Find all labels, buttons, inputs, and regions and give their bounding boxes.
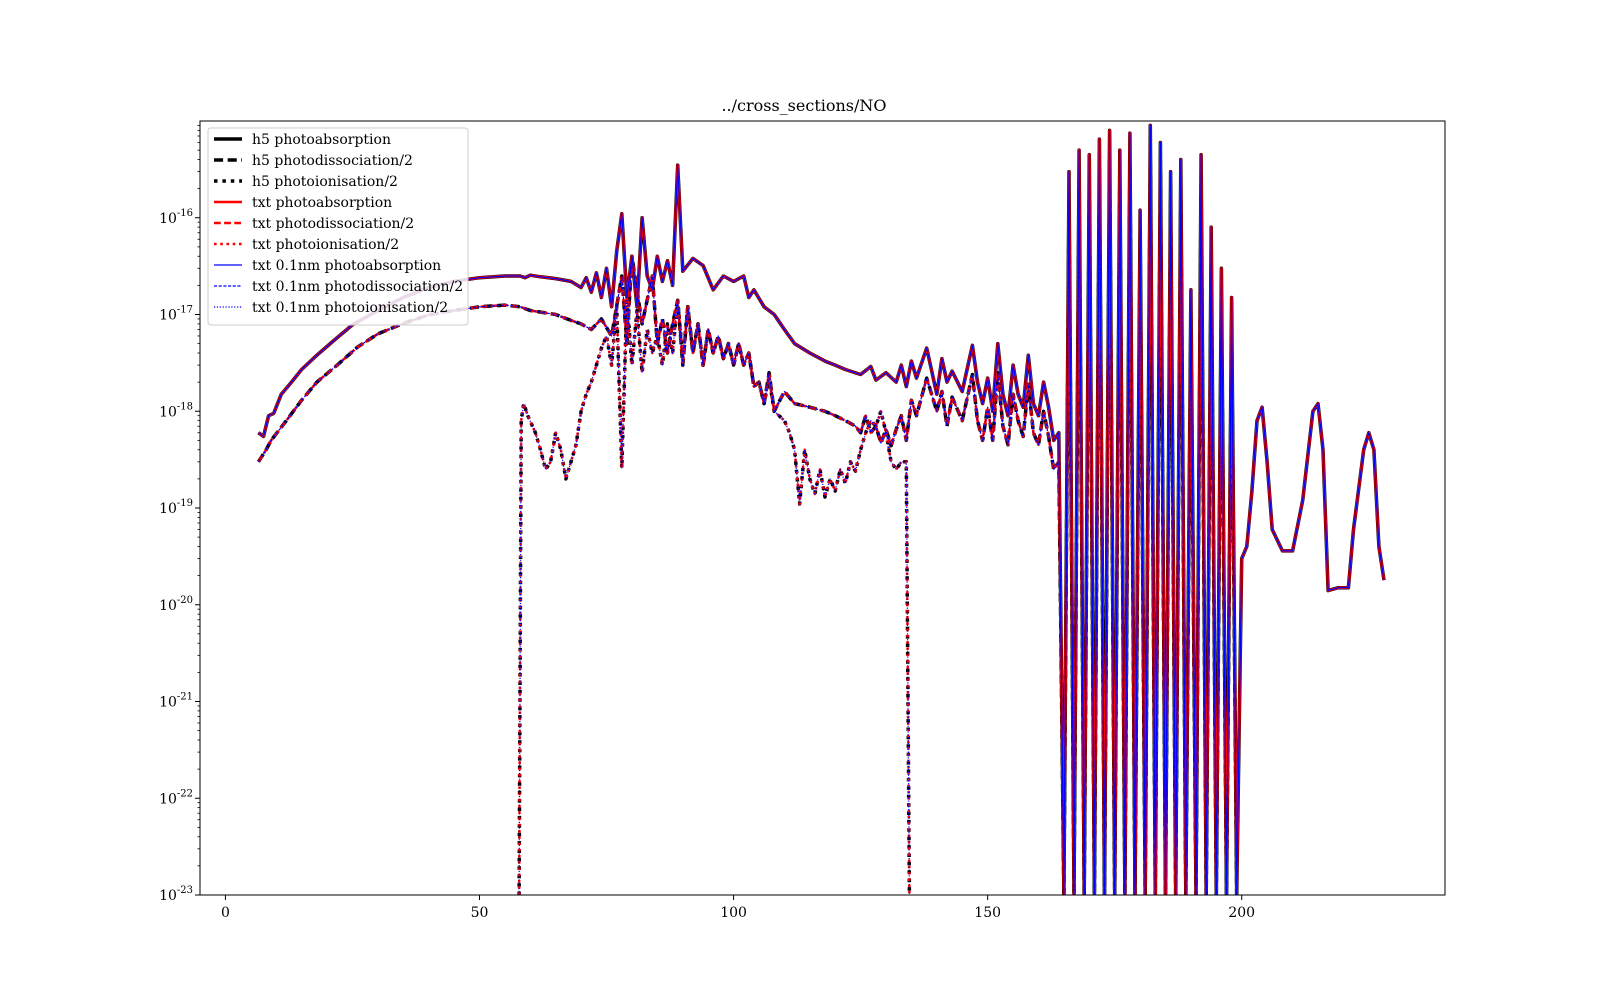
y-tick-label: 10-19 <box>159 498 193 517</box>
series-line-3 <box>517 295 912 895</box>
x-tick-label: 0 <box>221 905 230 921</box>
legend-label: h5 photoionisation/2 <box>252 174 398 190</box>
y-tick-label: 10-21 <box>159 692 193 711</box>
legend-label: h5 photodissociation/2 <box>252 153 413 169</box>
series-line-6 <box>517 296 911 895</box>
y-tick-label: 10-18 <box>159 401 193 420</box>
x-tick-label: 150 <box>974 905 1001 921</box>
y-tick-label: 10-20 <box>159 595 193 614</box>
x-tick-label: 200 <box>1228 905 1255 921</box>
legend-label: txt 0.1nm photodissociation/2 <box>252 279 463 295</box>
chart-legend: h5 photoabsorption h5 photodissociation/2… <box>207 127 469 326</box>
y-axis: 10-23 10-22 10-21 10-20 10-19 10-18 10-17 10-16 <box>159 125 200 904</box>
legend-label: txt 0.1nm photoabsorption <box>252 258 441 274</box>
y-tick-label: 10-23 <box>159 885 193 904</box>
legend-label: txt photoionisation/2 <box>252 237 399 253</box>
chart-curves <box>256 123 1386 895</box>
chart-title: ../cross_sections/NO <box>721 96 886 115</box>
x-axis: 0 50 100 150 200 <box>221 895 1255 921</box>
legend-label: txt 0.1nm photoionisation/2 <box>252 300 448 316</box>
legend-label: txt photoabsorption <box>252 195 392 211</box>
legend-label: h5 photoabsorption <box>252 132 391 148</box>
x-tick-label: 100 <box>720 905 747 921</box>
y-tick-label: 10-17 <box>159 305 193 324</box>
legend-label: txt photodissociation/2 <box>252 216 414 232</box>
y-tick-label: 10-22 <box>159 788 193 807</box>
series-line-8 <box>257 154 1238 895</box>
y-tick-label: 10-16 <box>159 208 193 227</box>
series-line-9 <box>518 296 910 895</box>
x-tick-label: 50 <box>471 905 489 921</box>
legend-box <box>207 127 469 326</box>
